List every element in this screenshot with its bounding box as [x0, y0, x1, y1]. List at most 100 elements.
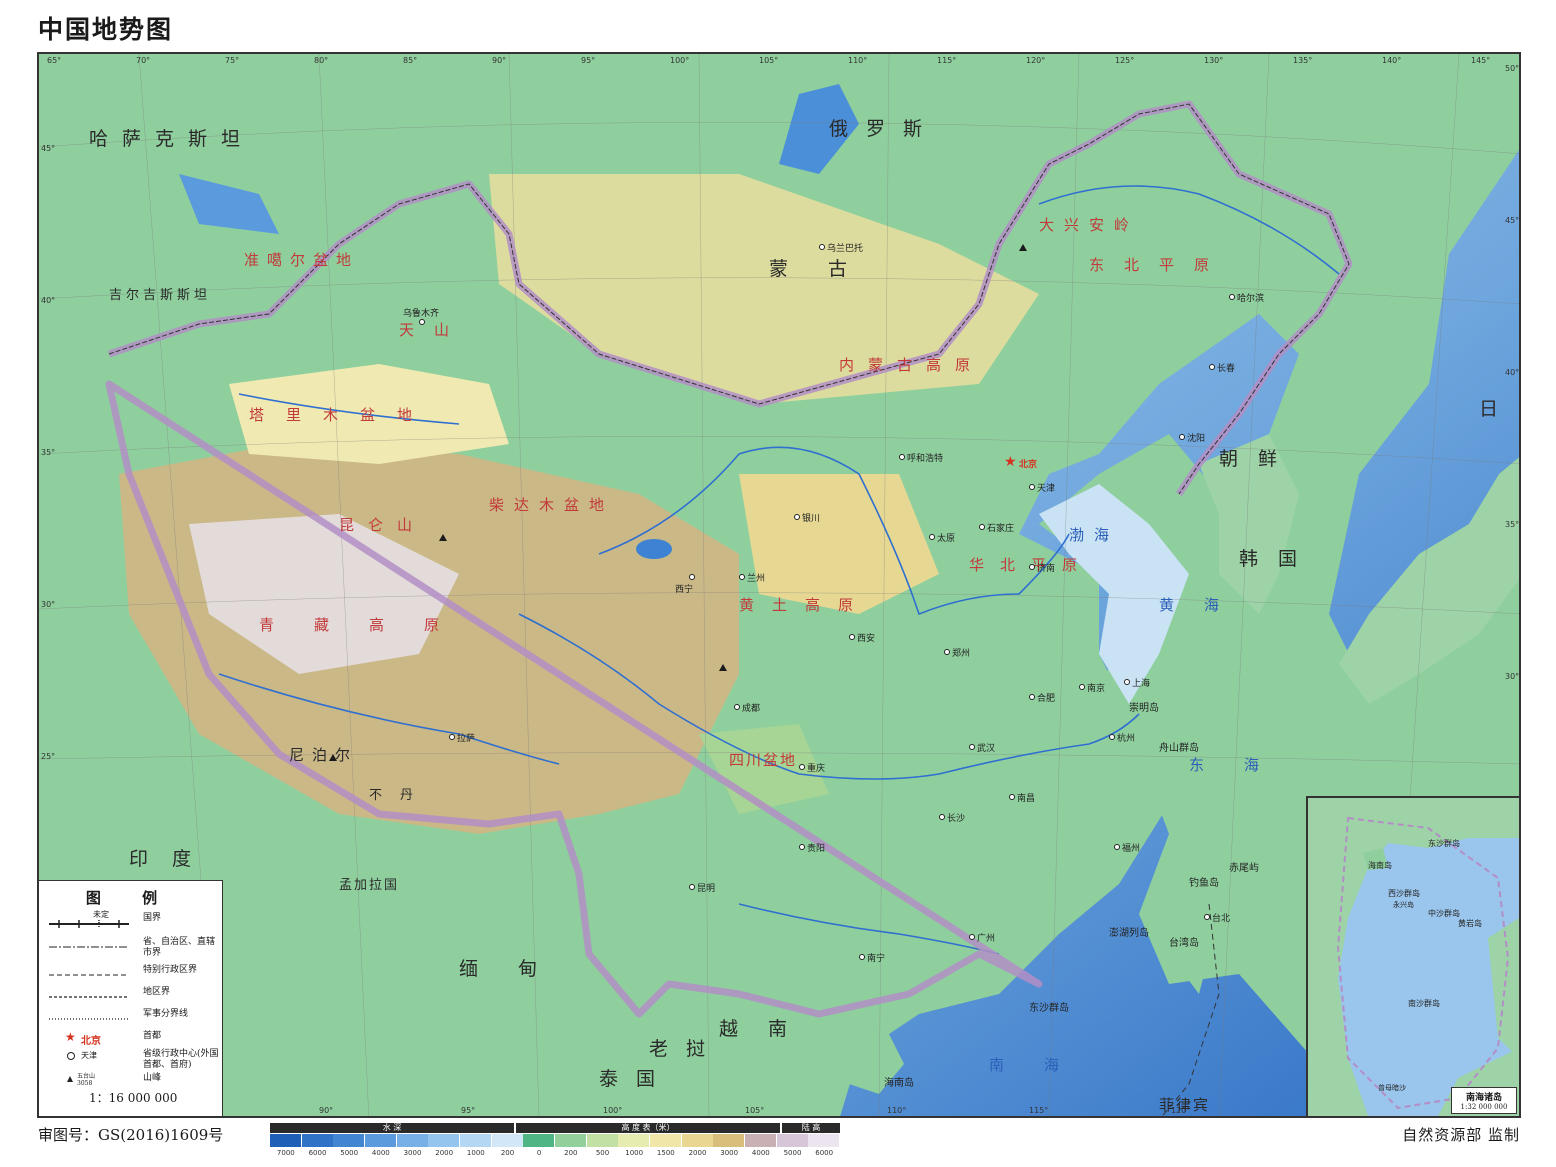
label-xian[interactable]: 西安	[857, 634, 876, 644]
graticule-label: 130°	[1204, 56, 1224, 65]
label-wuhan[interactable]: 武汉	[977, 744, 996, 754]
city-marker-nanning	[859, 954, 865, 960]
city-marker-zhengzhou	[944, 649, 950, 655]
label-shanghai[interactable]: 上海	[1132, 679, 1151, 689]
label-urumqi[interactable]: 乌鲁木齐	[403, 309, 440, 319]
label-xining[interactable]: 西宁	[675, 585, 694, 595]
capital-star-icon: ★	[65, 1030, 76, 1044]
tibet-snow	[189, 514, 459, 674]
graticule-label: 120°	[1026, 56, 1046, 65]
label-kazakhstan: 哈萨克斯坦	[89, 128, 255, 150]
label-zhoushan: 舟山群岛	[1159, 743, 1199, 754]
inset-label-zhongsha: 中沙群岛	[1428, 909, 1460, 918]
label-nanjing[interactable]: 南京	[1087, 684, 1106, 694]
label-guangzhou[interactable]: 广州	[977, 934, 996, 944]
inset-label-yongxing: 永兴岛	[1393, 901, 1414, 909]
graticule-label: 145°	[1471, 56, 1491, 65]
label-harbin[interactable]: 哈尔滨	[1237, 294, 1265, 304]
legend-label: 山峰	[143, 1073, 162, 1083]
scale-tick-label: 1000	[625, 1149, 644, 1157]
label-lanzhou[interactable]: 兰州	[747, 574, 766, 584]
city-circle-icon	[67, 1052, 75, 1060]
hainan-shape	[849, 1034, 904, 1094]
scale-tick-label: 3000	[720, 1149, 739, 1157]
peak-triangle-icon	[67, 1076, 73, 1082]
label-philippines: 菲律宾	[1159, 1096, 1211, 1114]
label-lhasa[interactable]: 拉萨	[457, 734, 476, 744]
heilongjiang-river	[1038, 185, 1340, 275]
approval-number: 审图号：GS(2016)1609号	[38, 1126, 224, 1144]
graticule-label: 90°	[492, 56, 507, 65]
label-hefei[interactable]: 合肥	[1037, 694, 1056, 704]
graticule-label: 95°	[461, 1106, 476, 1115]
label-taipei[interactable]: 台北	[1212, 914, 1231, 924]
capital-marker-beijing: ★	[1004, 454, 1017, 470]
color-swatch	[618, 1134, 650, 1147]
color-swatch	[428, 1134, 460, 1147]
label-hangzhou[interactable]: 杭州	[1117, 734, 1136, 744]
scale-tick-label: 6000	[815, 1149, 834, 1157]
city-marker-nanchang	[1009, 794, 1015, 800]
legend-row-capital: ★ 北京 首都	[45, 1030, 217, 1051]
label-hohhot[interactable]: 呼和浩特	[907, 454, 944, 464]
label-northeast-plain: 东北平原	[1089, 256, 1230, 274]
lake-baikal	[779, 84, 859, 174]
color-swatch	[270, 1134, 302, 1147]
label-nanchang[interactable]: 南昌	[1017, 794, 1036, 804]
color-swatch	[555, 1134, 587, 1147]
yangtze-river	[518, 613, 1140, 780]
label-chengdu[interactable]: 成都	[742, 704, 761, 714]
label-fuzhou[interactable]: 福州	[1122, 844, 1141, 854]
label-chongqing[interactable]: 重庆	[807, 764, 826, 774]
graticule-label: 140°	[1382, 56, 1402, 65]
scale-tick-label: 4000	[371, 1149, 390, 1157]
label-jinan[interactable]: 济南	[1037, 564, 1056, 574]
graticule-label: 30°	[1505, 672, 1520, 681]
lake-balkhash	[179, 174, 279, 234]
legend-label: 省级行政中心(外国首都、首府)	[143, 1049, 219, 1070]
inset-title: 南海诸岛	[1465, 1093, 1502, 1103]
national-border-symbol	[49, 920, 129, 928]
label-changchun[interactable]: 长春	[1217, 364, 1236, 374]
legend-row-district: 地区界	[45, 987, 217, 1007]
south-china-sea-inset[interactable]: 海南岛 东沙群岛 西沙群岛 中沙群岛 南沙群岛 黄岩岛 永兴岛 曾母暗沙 南海诸…	[1306, 796, 1521, 1118]
label-yinchuan[interactable]: 银川	[802, 514, 821, 524]
label-changsha[interactable]: 长沙	[947, 814, 966, 824]
city-marker-shanghai	[1124, 679, 1130, 685]
legend-label: 特别行政区界	[143, 965, 198, 975]
loess-plateau	[739, 474, 939, 614]
label-north-china-plain: 华北平原	[969, 554, 1093, 575]
map-area[interactable]: 65° 70° 75° 80° 85° 90° 95° 100° 105° 110° 115° 120…	[37, 52, 1521, 1118]
label-qaidam: 柴达木盆地	[489, 496, 615, 514]
water-depth-header: 水 深	[270, 1123, 514, 1133]
label-shenyang[interactable]: 沈阳	[1187, 434, 1206, 444]
legend-label: 地区界	[143, 987, 171, 997]
city-marker-guangzhou	[969, 934, 975, 940]
color-swatch	[523, 1134, 555, 1147]
color-swatch	[365, 1134, 397, 1147]
label-taiyuan[interactable]: 太原	[937, 534, 956, 544]
label-taiwan: 台湾岛	[1169, 938, 1199, 949]
graticule-label: 35°	[41, 448, 56, 457]
label-shijiazhuang[interactable]: 石家庄	[987, 524, 1015, 534]
city-marker-lhasa	[449, 734, 455, 740]
peak-marker	[439, 534, 447, 541]
label-nanning[interactable]: 南宁	[867, 954, 886, 964]
label-beijing[interactable]: 北京	[1019, 460, 1038, 470]
label-zhengzhou[interactable]: 郑州	[952, 649, 971, 659]
city-marker-changchun	[1209, 364, 1215, 370]
label-kunming[interactable]: 昆明	[697, 884, 716, 894]
graticule-label: 110°	[887, 1106, 907, 1115]
sar-border-symbol	[49, 974, 129, 976]
label-ulaanbaatar[interactable]: 乌兰巴托	[827, 244, 864, 254]
city-marker-hohhot	[899, 454, 905, 460]
graticule-label: 45°	[41, 144, 56, 153]
graticule-label: 125°	[1115, 56, 1135, 65]
scale-tick-label: 5000	[340, 1149, 359, 1157]
pearl-river	[738, 903, 1000, 955]
peak-marker	[1019, 244, 1027, 251]
label-tianjin[interactable]: 天津	[1037, 484, 1056, 494]
inset-scale: 1:32 000 000	[1460, 1103, 1508, 1111]
legend-row-provincial: 省、自治区、直辖市界	[45, 937, 217, 963]
label-guiyang[interactable]: 贵阳	[807, 844, 826, 854]
